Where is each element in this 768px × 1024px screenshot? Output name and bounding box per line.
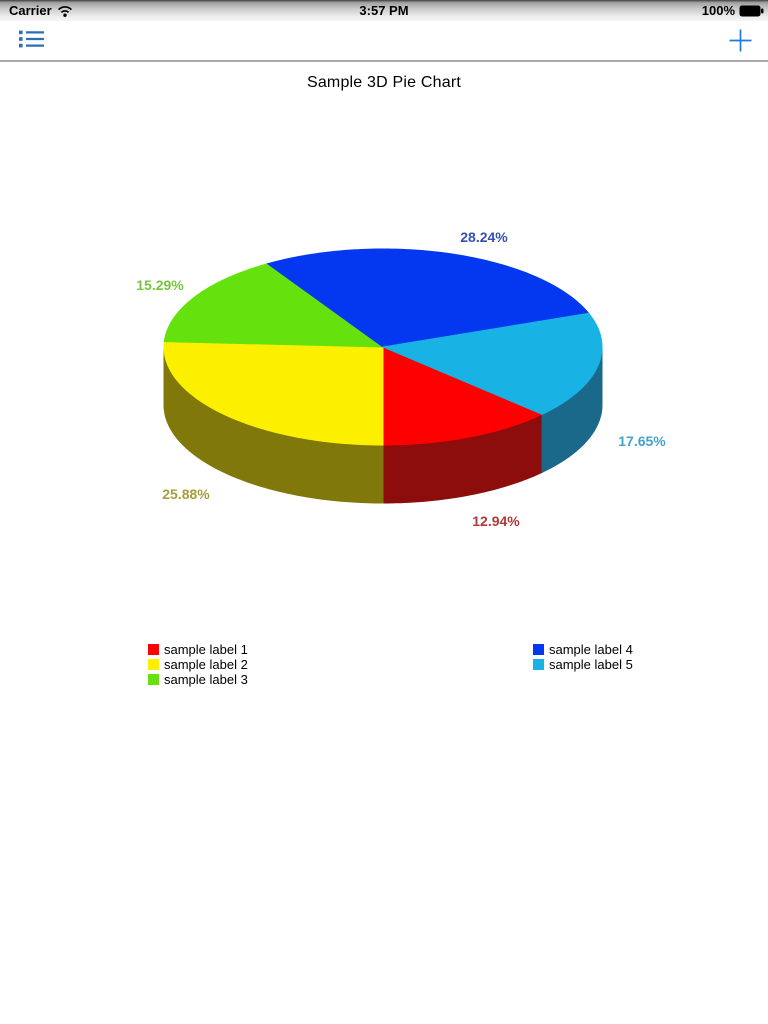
pie-slice-3[interactable] (163, 263, 385, 348)
battery-icon (739, 5, 764, 17)
wifi-icon (57, 5, 73, 17)
navigation-toolbar (0, 21, 768, 62)
plus-icon (728, 29, 753, 56)
battery-percent-label: 100% (701, 3, 735, 18)
pie-slice-1[interactable] (382, 346, 544, 446)
legend-swatch (533, 659, 544, 670)
pie-percent-label: 28.24% (460, 229, 508, 245)
list-button[interactable] (19, 30, 45, 48)
list-icon (19, 30, 45, 51)
legend-label: sample label 5 (549, 657, 633, 672)
chart-legend: sample label 1 sample label 2 sample lab… (0, 640, 768, 690)
legend-item: sample label 2 (148, 658, 248, 671)
legend-swatch (148, 659, 159, 670)
pie-slice-5[interactable] (381, 312, 603, 415)
legend-swatch (148, 674, 159, 685)
legend-item: sample label 3 (148, 673, 248, 686)
legend-label: sample label 4 (549, 642, 633, 657)
legend-item: sample label 4 (533, 643, 633, 656)
pie-slice-4[interactable] (266, 248, 590, 348)
legend-label: sample label 1 (164, 642, 248, 657)
clock-label: 3:57 PM (359, 3, 409, 18)
chart-title: Sample 3D Pie Chart (306, 74, 462, 91)
add-button[interactable] (728, 28, 753, 53)
legend-swatch (148, 644, 159, 655)
legend-label: sample label 2 (164, 657, 248, 672)
legend-label: sample label 3 (164, 672, 248, 687)
pie-slice-2[interactable] (163, 341, 384, 446)
legend-item: sample label 1 (148, 643, 248, 656)
carrier-label: Carrier (9, 3, 52, 18)
legend-item: sample label 5 (533, 658, 633, 671)
pie-percent-label: 12.94% (472, 513, 520, 529)
pie-percent-label: 15.29% (136, 277, 184, 293)
pie-percent-label: 25.88% (162, 486, 210, 502)
pie-percent-label: 17.65% (618, 433, 666, 449)
legend-swatch (533, 644, 544, 655)
status-bar: Carrier 3:57 PM 100% (0, 0, 768, 21)
